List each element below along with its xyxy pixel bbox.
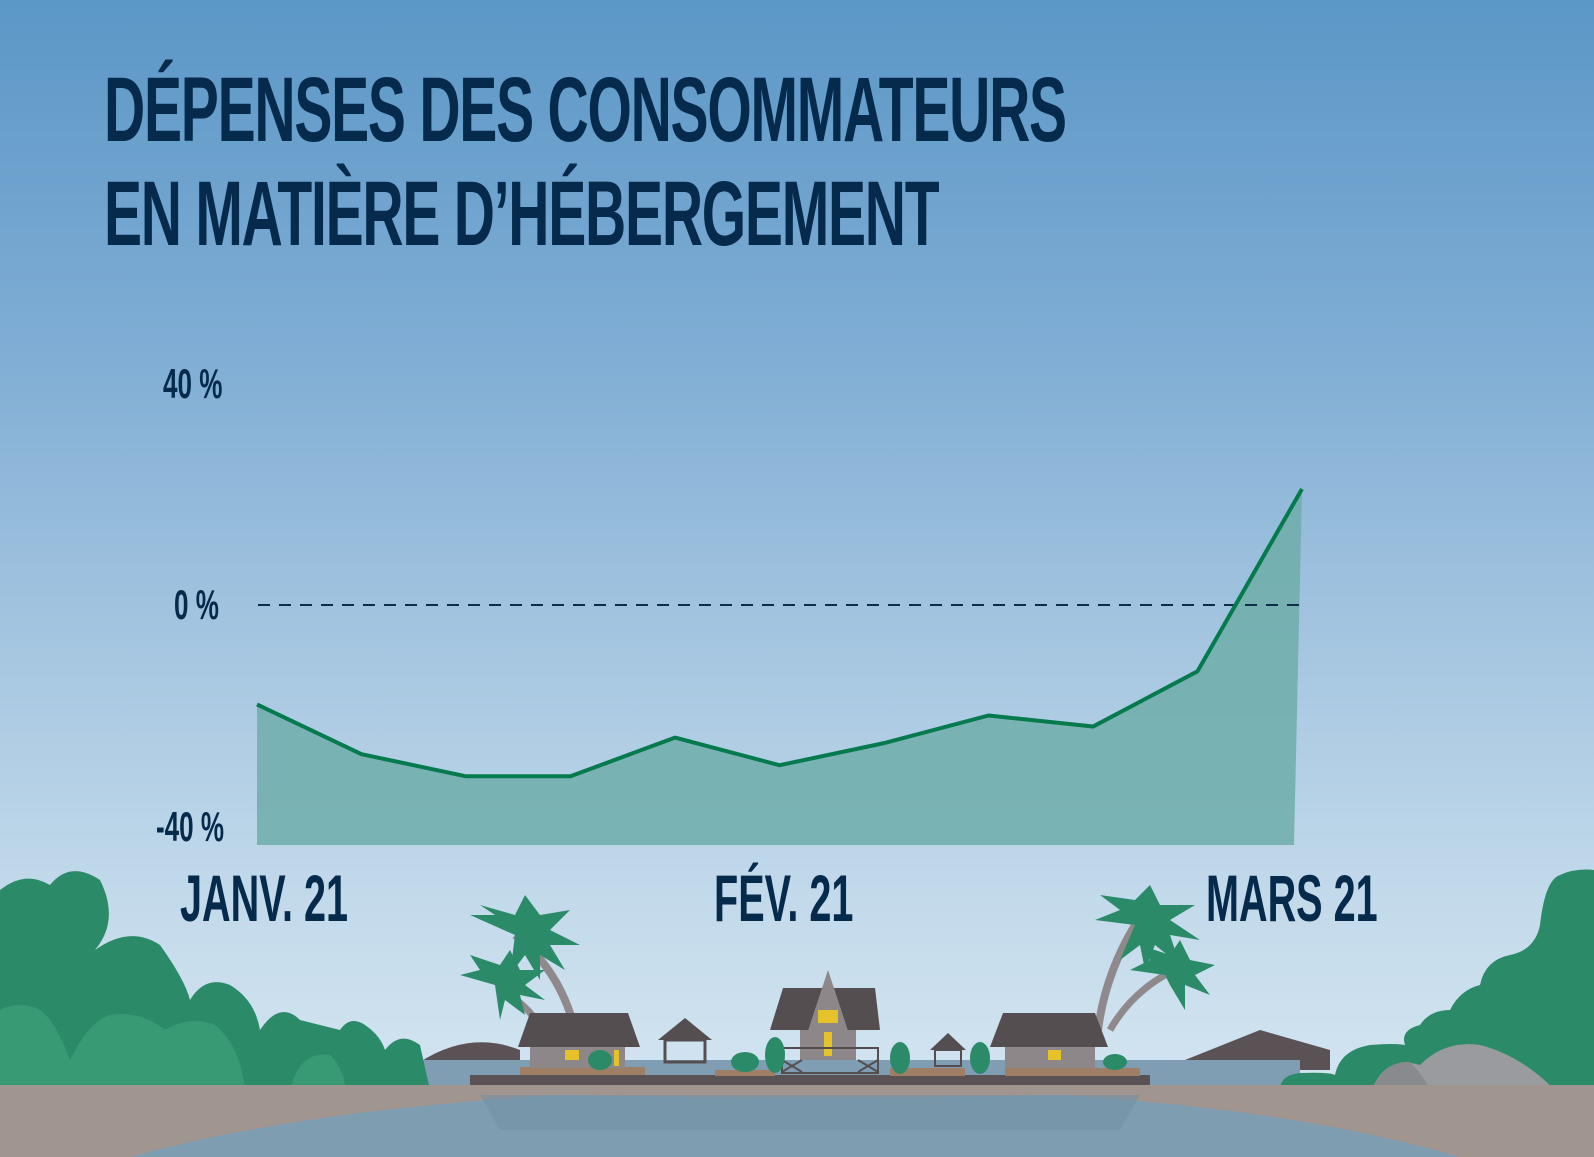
x-tick-mar: MARS 21 (1206, 861, 1378, 935)
hut-right-icon (990, 1013, 1108, 1068)
plot-area (256, 487, 1304, 845)
area-fill (257, 489, 1302, 845)
left-foliage-icon (0, 871, 430, 1090)
data-line (256, 487, 1304, 779)
chart-title: DÉPENSES DES CONSOMMATEURS EN MATIÈRE D’… (104, 58, 1067, 266)
y-tick-minus-40: -40 % (156, 803, 225, 850)
small-gazebo-icon (930, 1033, 966, 1067)
y-tick-40: 40 % (163, 360, 223, 407)
chart-title-line-2: EN MATIÈRE D’HÉBERGEMENT (104, 163, 940, 265)
main-house-icon (770, 970, 880, 1074)
gazebo-icon (658, 1018, 712, 1064)
right-foliage-icon (1280, 869, 1594, 1090)
shrubs-icon (588, 1037, 1127, 1074)
x-tick-feb: FÉV. 21 (714, 861, 854, 935)
palm-tree-right-icon (1094, 885, 1215, 1032)
chart-title-line-1: DÉPENSES DES CONSOMMATEURS (104, 59, 1067, 161)
dock-platform (470, 1075, 1150, 1087)
x-tick-jan: JANV. 21 (180, 861, 349, 935)
y-tick-0: 0 % (174, 581, 219, 628)
